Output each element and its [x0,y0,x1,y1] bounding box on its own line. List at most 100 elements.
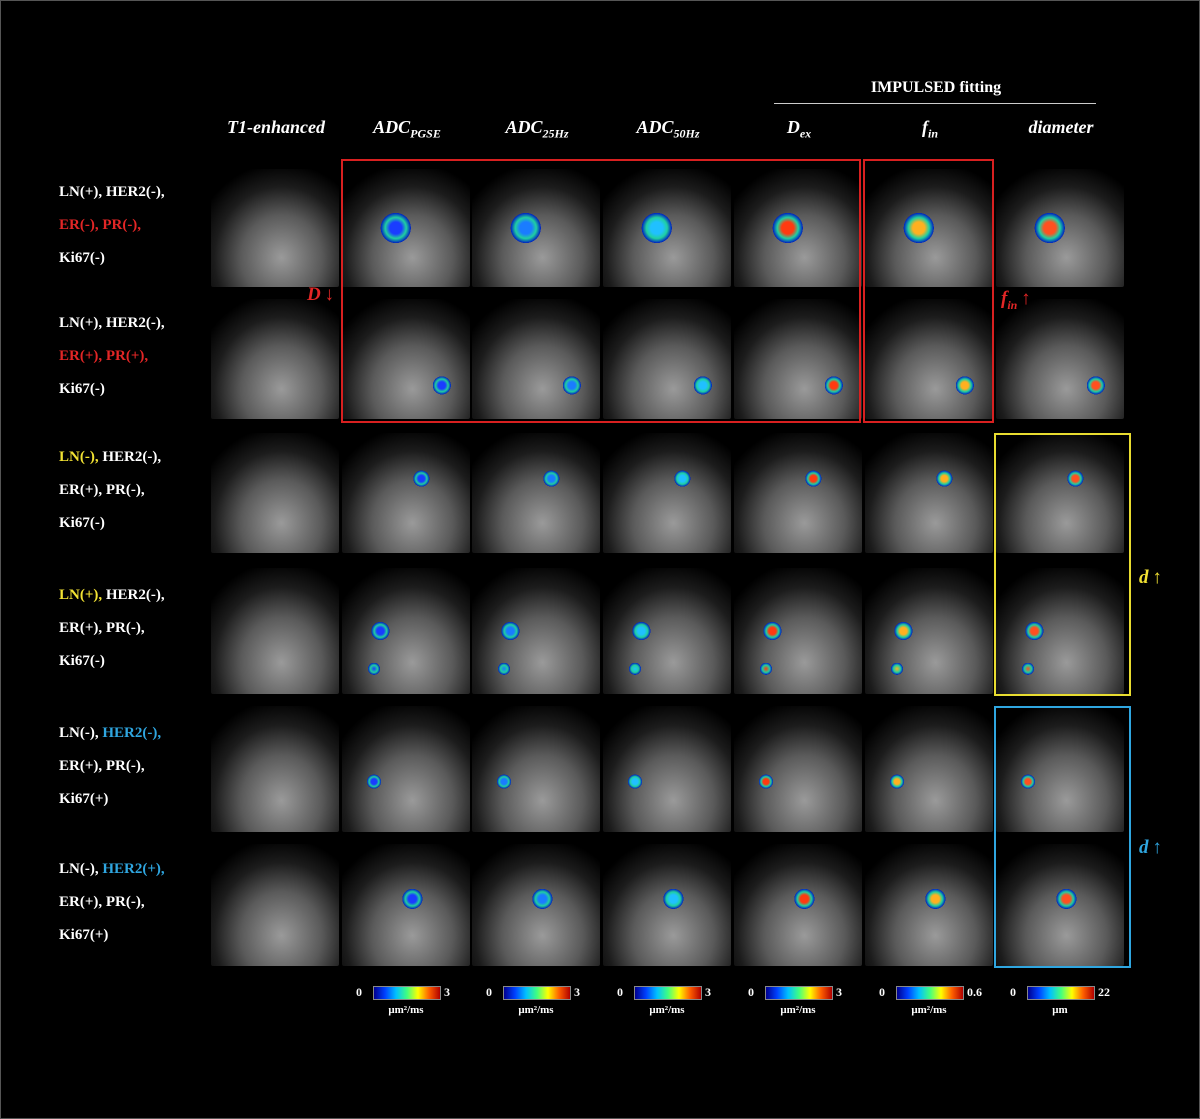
row-label-line: ER(+), PR(+), [59,348,148,365]
column-header: ADC50Hz [603,117,733,142]
colorbar-unit: μm²/ms [518,1004,554,1016]
mri-image [472,706,600,832]
mri-image [342,706,470,832]
colorbar-max: 3 [705,985,711,999]
mri-image [472,844,600,966]
mri-image [734,844,862,966]
colorbar [1027,986,1095,1000]
column-header: Dex [734,117,864,142]
colorbar-min: 0 [486,985,492,999]
row-label-line: LN(+), HER2(-), [59,587,165,604]
mri-image [734,169,862,287]
row-label-text: Ki67(+) [59,927,109,943]
row-label-line: Ki67(+) [59,927,108,944]
column-header: ADCPGSE [342,117,472,142]
row-label-text: HER2(-), [102,725,162,741]
colorbar-unit: μm²/ms [649,1004,685,1016]
annotation-symbol: d [1139,837,1149,858]
colorbar-unit: μm²/ms [911,1004,947,1016]
mri-image [472,169,600,287]
column-header-main: ADC [373,117,411,137]
mri-image [996,568,1124,694]
column-header: T1-enhanced [211,117,341,138]
column-header-sub: 25Hz [542,126,569,141]
colorbar-max: 22 [1098,985,1110,999]
column-header: fin [865,117,995,142]
row-label-line: Ki67(-) [59,381,105,398]
colorbar [765,986,833,1000]
column-header-main: T1-enhanced [227,117,325,137]
row-label-text: ER(+), PR(-), [59,894,145,910]
mri-image [996,433,1124,553]
annotation-arrow: ↓ [324,284,335,305]
annotation-symbol: d [1139,567,1149,588]
mri-image [342,433,470,553]
mri-image [342,169,470,287]
annotation-symbol: D [307,284,321,305]
mri-image [996,169,1124,287]
row-label-text: LN(+), HER2(-), [59,184,165,200]
annotation-symbol: f [1001,288,1008,309]
highlight-box [863,159,994,423]
highlight-box [341,159,861,423]
row-label-text: LN(-), [59,725,103,741]
mri-image [472,568,600,694]
column-header: diameter [996,117,1126,138]
annotation-arrow: ↑ [1152,837,1162,858]
colorbar-max: 0.6 [967,985,982,999]
highlight-box [994,433,1131,696]
colorbar-max: 3 [444,985,450,999]
column-header-main: ADC [636,117,674,137]
row-label-line: LN(-), HER2(-), [59,725,161,742]
row-label-text: ER(+), PR(-), [59,758,145,774]
mri-image [211,568,339,694]
colorbar [373,986,441,1000]
colorbar-min: 0 [879,985,885,999]
mri-image [342,299,470,419]
mri-image [603,433,731,553]
row-label-text: ER(-), PR(-), [59,217,142,233]
mri-image [603,169,731,287]
column-header-sub: ex [799,126,812,141]
column-header-main: ADC [505,117,543,137]
mri-image [472,433,600,553]
row-label-text: ER(+), PR(-), [59,620,145,636]
mri-image [734,299,862,419]
row-label-text: Ki67(-) [59,250,105,266]
colorbar-max: 3 [836,985,842,999]
mri-image [211,169,339,287]
colorbar-max: 3 [574,985,580,999]
mri-image [603,299,731,419]
row-label-line: ER(+), PR(-), [59,758,145,775]
annotation-arrow: ↑ [1152,567,1162,588]
column-header-sub: 50Hz [673,126,700,141]
row-label-text: ER(+), PR(-), [59,482,145,498]
mri-image [211,433,339,553]
annotation-sub: in [1007,297,1018,312]
row-label-text: HER2(-), [102,587,165,603]
mri-image [734,433,862,553]
mri-image [211,706,339,832]
row-label-text: Ki67(-) [59,515,105,531]
row-label-line: ER(+), PR(-), [59,894,145,911]
colorbar-unit: μm [1052,1004,1068,1016]
group-rule [774,103,1096,104]
row-label-text: Ki67(+) [59,791,109,807]
mri-image [865,433,993,553]
highlight-box [994,706,1131,968]
mri-image [865,568,993,694]
colorbar-min: 0 [748,985,754,999]
column-header-main: D [786,117,800,137]
colorbar-min: 0 [617,985,623,999]
row-label-line: Ki67(-) [59,515,105,532]
mri-image [211,844,339,966]
mri-image [865,299,993,419]
annotation: fin ↑ [1001,288,1031,313]
colorbar [896,986,964,1000]
column-header-main: f [921,117,928,137]
row-label-text: LN(+), HER2(-), [59,315,165,331]
mri-image [211,299,339,419]
row-label-line: Ki67(+) [59,791,108,808]
annotation: D ↓ [307,284,334,306]
